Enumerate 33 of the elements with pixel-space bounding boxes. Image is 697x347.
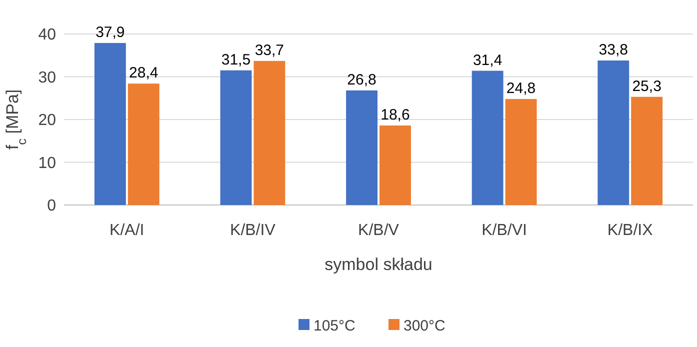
data-label: 33,7: [254, 42, 284, 59]
data-label: 28,4: [129, 64, 158, 82]
bar: [472, 70, 504, 205]
bar: [598, 60, 630, 205]
bar: [94, 42, 126, 205]
x-tick-label: K/B/V: [358, 222, 400, 239]
bar: [346, 90, 378, 205]
x-tick-label: K/B/IV: [230, 222, 276, 239]
bar: [128, 84, 160, 205]
legend-label: 300°C: [404, 317, 446, 334]
y-tick-label: 30: [38, 69, 56, 86]
y-tick-label: 20: [38, 112, 56, 130]
x-tick-label: K/A/I: [110, 222, 144, 239]
bar: [505, 98, 537, 205]
data-label: 37,9: [96, 24, 125, 41]
data-label: 26,8: [347, 71, 376, 88]
y-tick-label: 10: [38, 154, 56, 172]
data-label: 31,4: [472, 52, 502, 69]
data-label: 24,8: [506, 80, 536, 97]
data-label: 25,3: [632, 78, 662, 95]
x-axis-title: symbol składu: [324, 255, 432, 274]
y-tick-label: 0: [47, 198, 56, 215]
bar: [254, 60, 286, 205]
data-label: 31,5: [221, 51, 251, 68]
data-label: 18,6: [380, 106, 410, 124]
legend-label: 105°C: [314, 317, 356, 334]
bar: [380, 125, 411, 205]
x-tick-label: K/B/VI: [482, 222, 527, 239]
bar: [631, 96, 663, 205]
y-tick-label: 40: [38, 26, 56, 44]
x-tick-label: K/B/IX: [607, 222, 654, 239]
bar: [220, 70, 252, 205]
data-label: 33,8: [598, 42, 628, 59]
